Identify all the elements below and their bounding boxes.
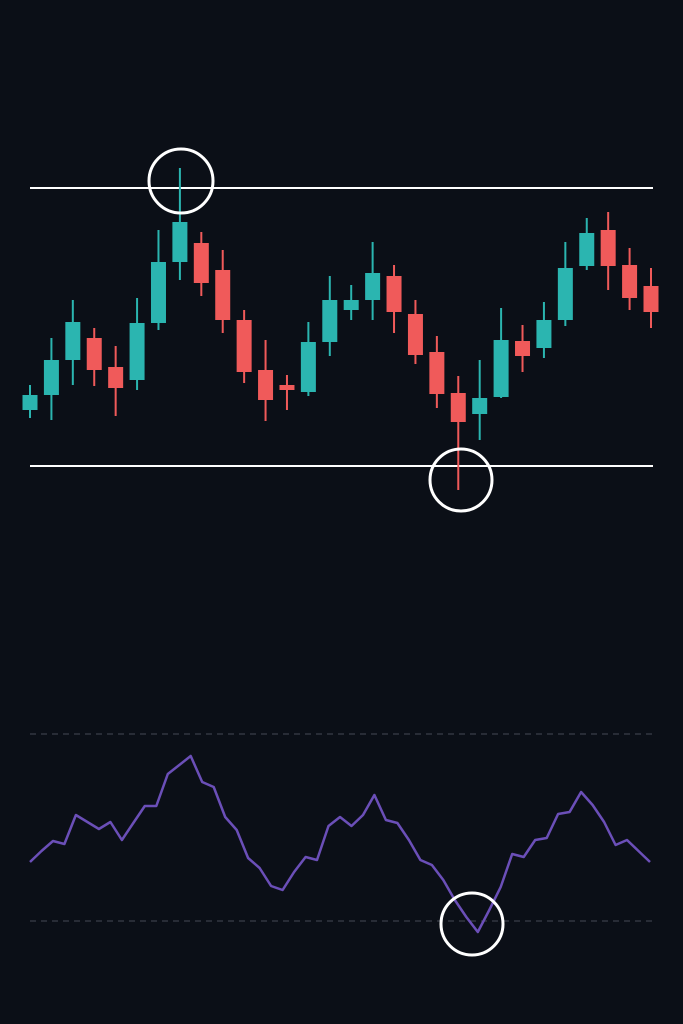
candle-body bbox=[236, 320, 252, 372]
candle-body bbox=[150, 262, 166, 323]
candle-body bbox=[622, 265, 638, 298]
candle-body bbox=[193, 243, 209, 283]
candle-body bbox=[429, 352, 445, 394]
candle-body bbox=[515, 341, 531, 356]
candle-body bbox=[343, 300, 359, 310]
candle-body bbox=[386, 276, 402, 312]
candle-body bbox=[322, 300, 338, 342]
candle-body bbox=[365, 273, 381, 300]
candle-body bbox=[536, 320, 552, 348]
candle-body bbox=[215, 270, 231, 320]
highlight-circle bbox=[428, 447, 494, 513]
candle-body bbox=[643, 286, 659, 312]
highlight-circle bbox=[147, 147, 215, 215]
candle-body bbox=[300, 342, 316, 392]
candle-body bbox=[258, 370, 274, 400]
candle-body bbox=[493, 340, 509, 397]
candle-body bbox=[22, 395, 38, 410]
candle-body bbox=[43, 360, 59, 395]
candle-body bbox=[129, 323, 145, 380]
candle-body bbox=[407, 314, 423, 355]
candle-body bbox=[172, 222, 188, 262]
candle-body bbox=[450, 393, 466, 422]
candle-body bbox=[579, 233, 595, 266]
candle-body bbox=[65, 322, 81, 360]
candle-body bbox=[557, 268, 573, 320]
candle-body bbox=[108, 367, 124, 388]
oscillator-line bbox=[29, 754, 651, 934]
candle-body bbox=[86, 338, 102, 370]
candle-body bbox=[600, 230, 616, 266]
highlight-circle bbox=[439, 891, 505, 957]
candle-body bbox=[472, 398, 488, 414]
candle-body bbox=[279, 385, 295, 390]
